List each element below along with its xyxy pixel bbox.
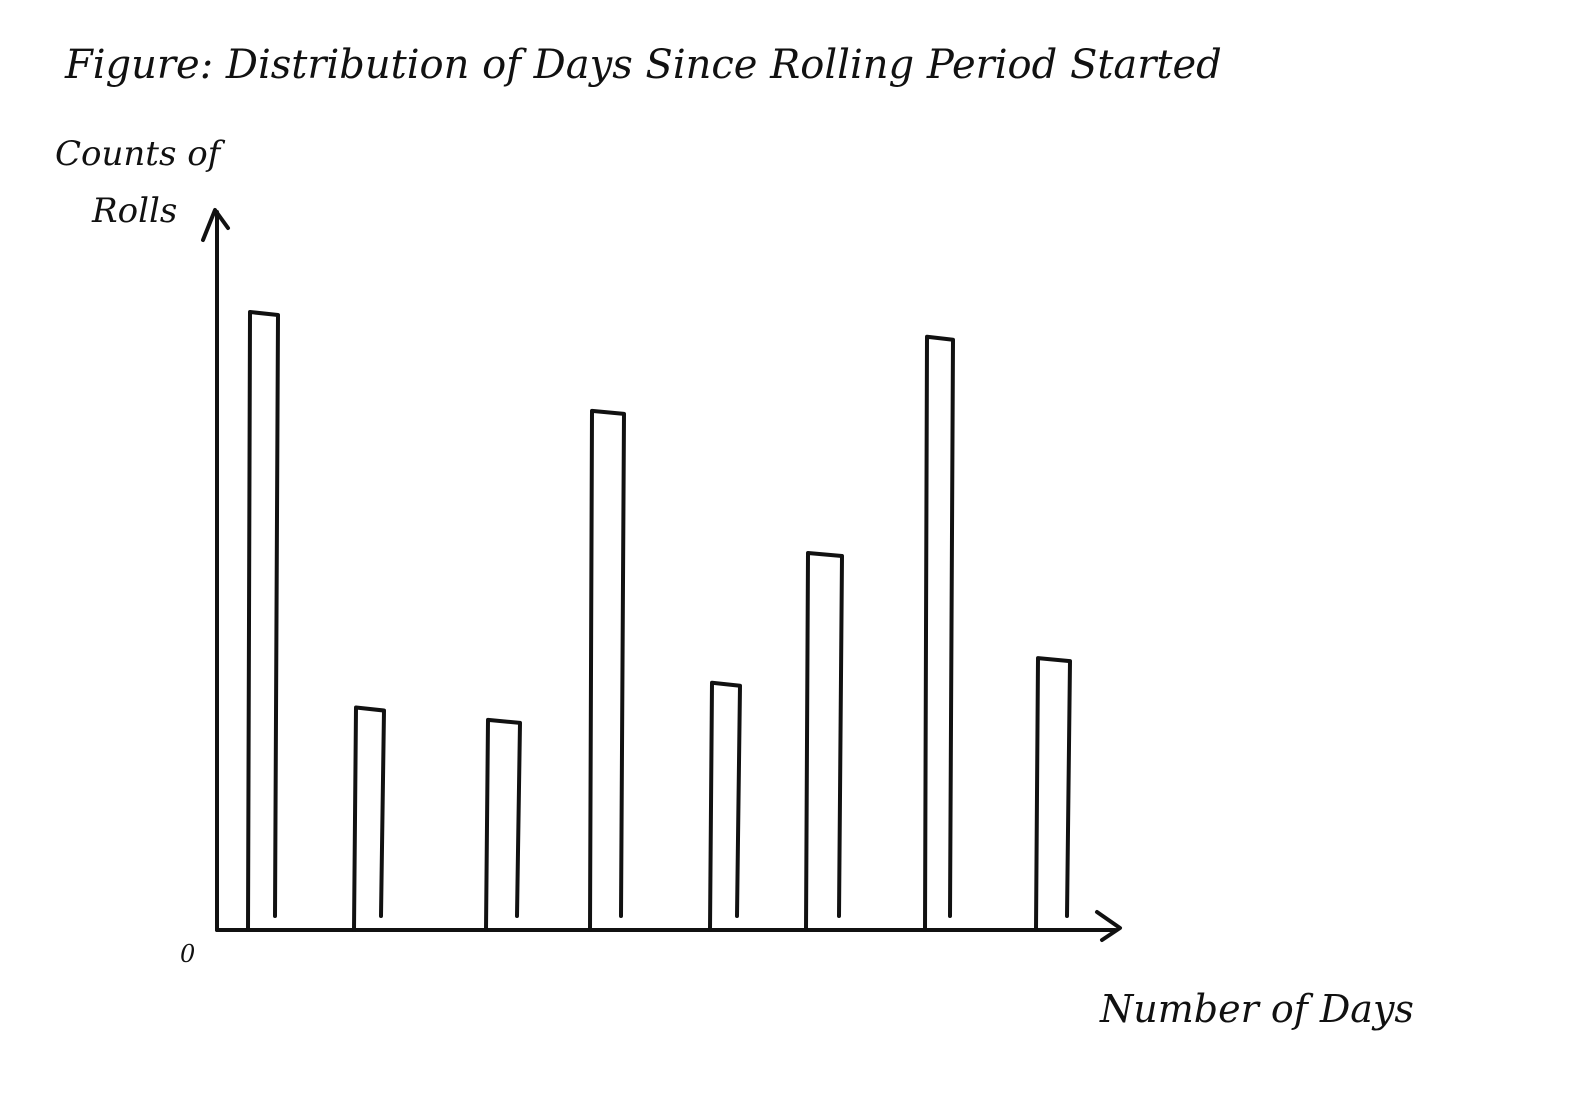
bar-4 [588, 408, 626, 932]
bar-8 [1034, 656, 1072, 932]
bar-2 [352, 705, 386, 932]
bar-1 [246, 310, 280, 932]
y-axis-label-line-2: Rolls [91, 191, 177, 231]
chart-title: Figure: Distribution of Days Since Rolli… [64, 42, 1222, 88]
x-axis-label: Number of Days [1099, 987, 1414, 1031]
bar-5 [708, 680, 742, 932]
bars-group [246, 310, 1072, 932]
y-axis-arrowhead [201, 208, 230, 242]
bar-7 [923, 334, 955, 932]
chart-axes [201, 208, 1122, 942]
bar-3 [484, 717, 522, 932]
x-axis-arrowhead [1095, 910, 1122, 942]
y-axis-label-line-1: Counts of [55, 134, 226, 174]
bar-6 [804, 551, 844, 932]
origin-label: 0 [180, 940, 195, 968]
